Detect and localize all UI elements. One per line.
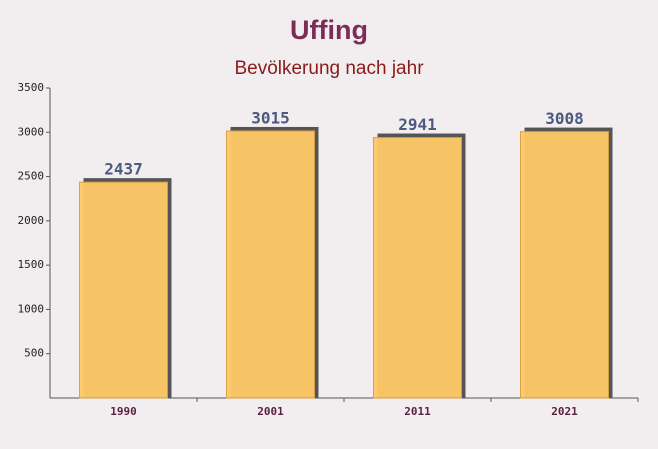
- y-tick-label: 1500: [18, 258, 45, 271]
- y-tick-label: 3000: [18, 125, 45, 138]
- bar: [79, 181, 168, 399]
- value-label: 2941: [398, 115, 437, 134]
- bar: [373, 137, 462, 399]
- value-label: 3008: [545, 109, 584, 128]
- y-tick-label: 2500: [18, 170, 45, 183]
- bar: [226, 130, 315, 399]
- value-label: 2437: [104, 160, 143, 179]
- y-tick-label: 3500: [18, 81, 45, 94]
- x-tick-label: 2011: [404, 405, 431, 418]
- value-label: 3015: [251, 108, 290, 127]
- x-tick-label: 1990: [110, 405, 137, 418]
- y-tick-label: 2000: [18, 214, 45, 227]
- y-tick-label: 1000: [18, 302, 45, 315]
- y-tick-label: 500: [24, 347, 44, 360]
- x-tick-label: 2021: [551, 405, 578, 418]
- x-tick-label: 2001: [257, 405, 284, 418]
- chart-title: Uffing: [290, 15, 368, 45]
- bar: [520, 131, 609, 399]
- chart-subtitle: Bevölkerung nach jahr: [234, 58, 424, 79]
